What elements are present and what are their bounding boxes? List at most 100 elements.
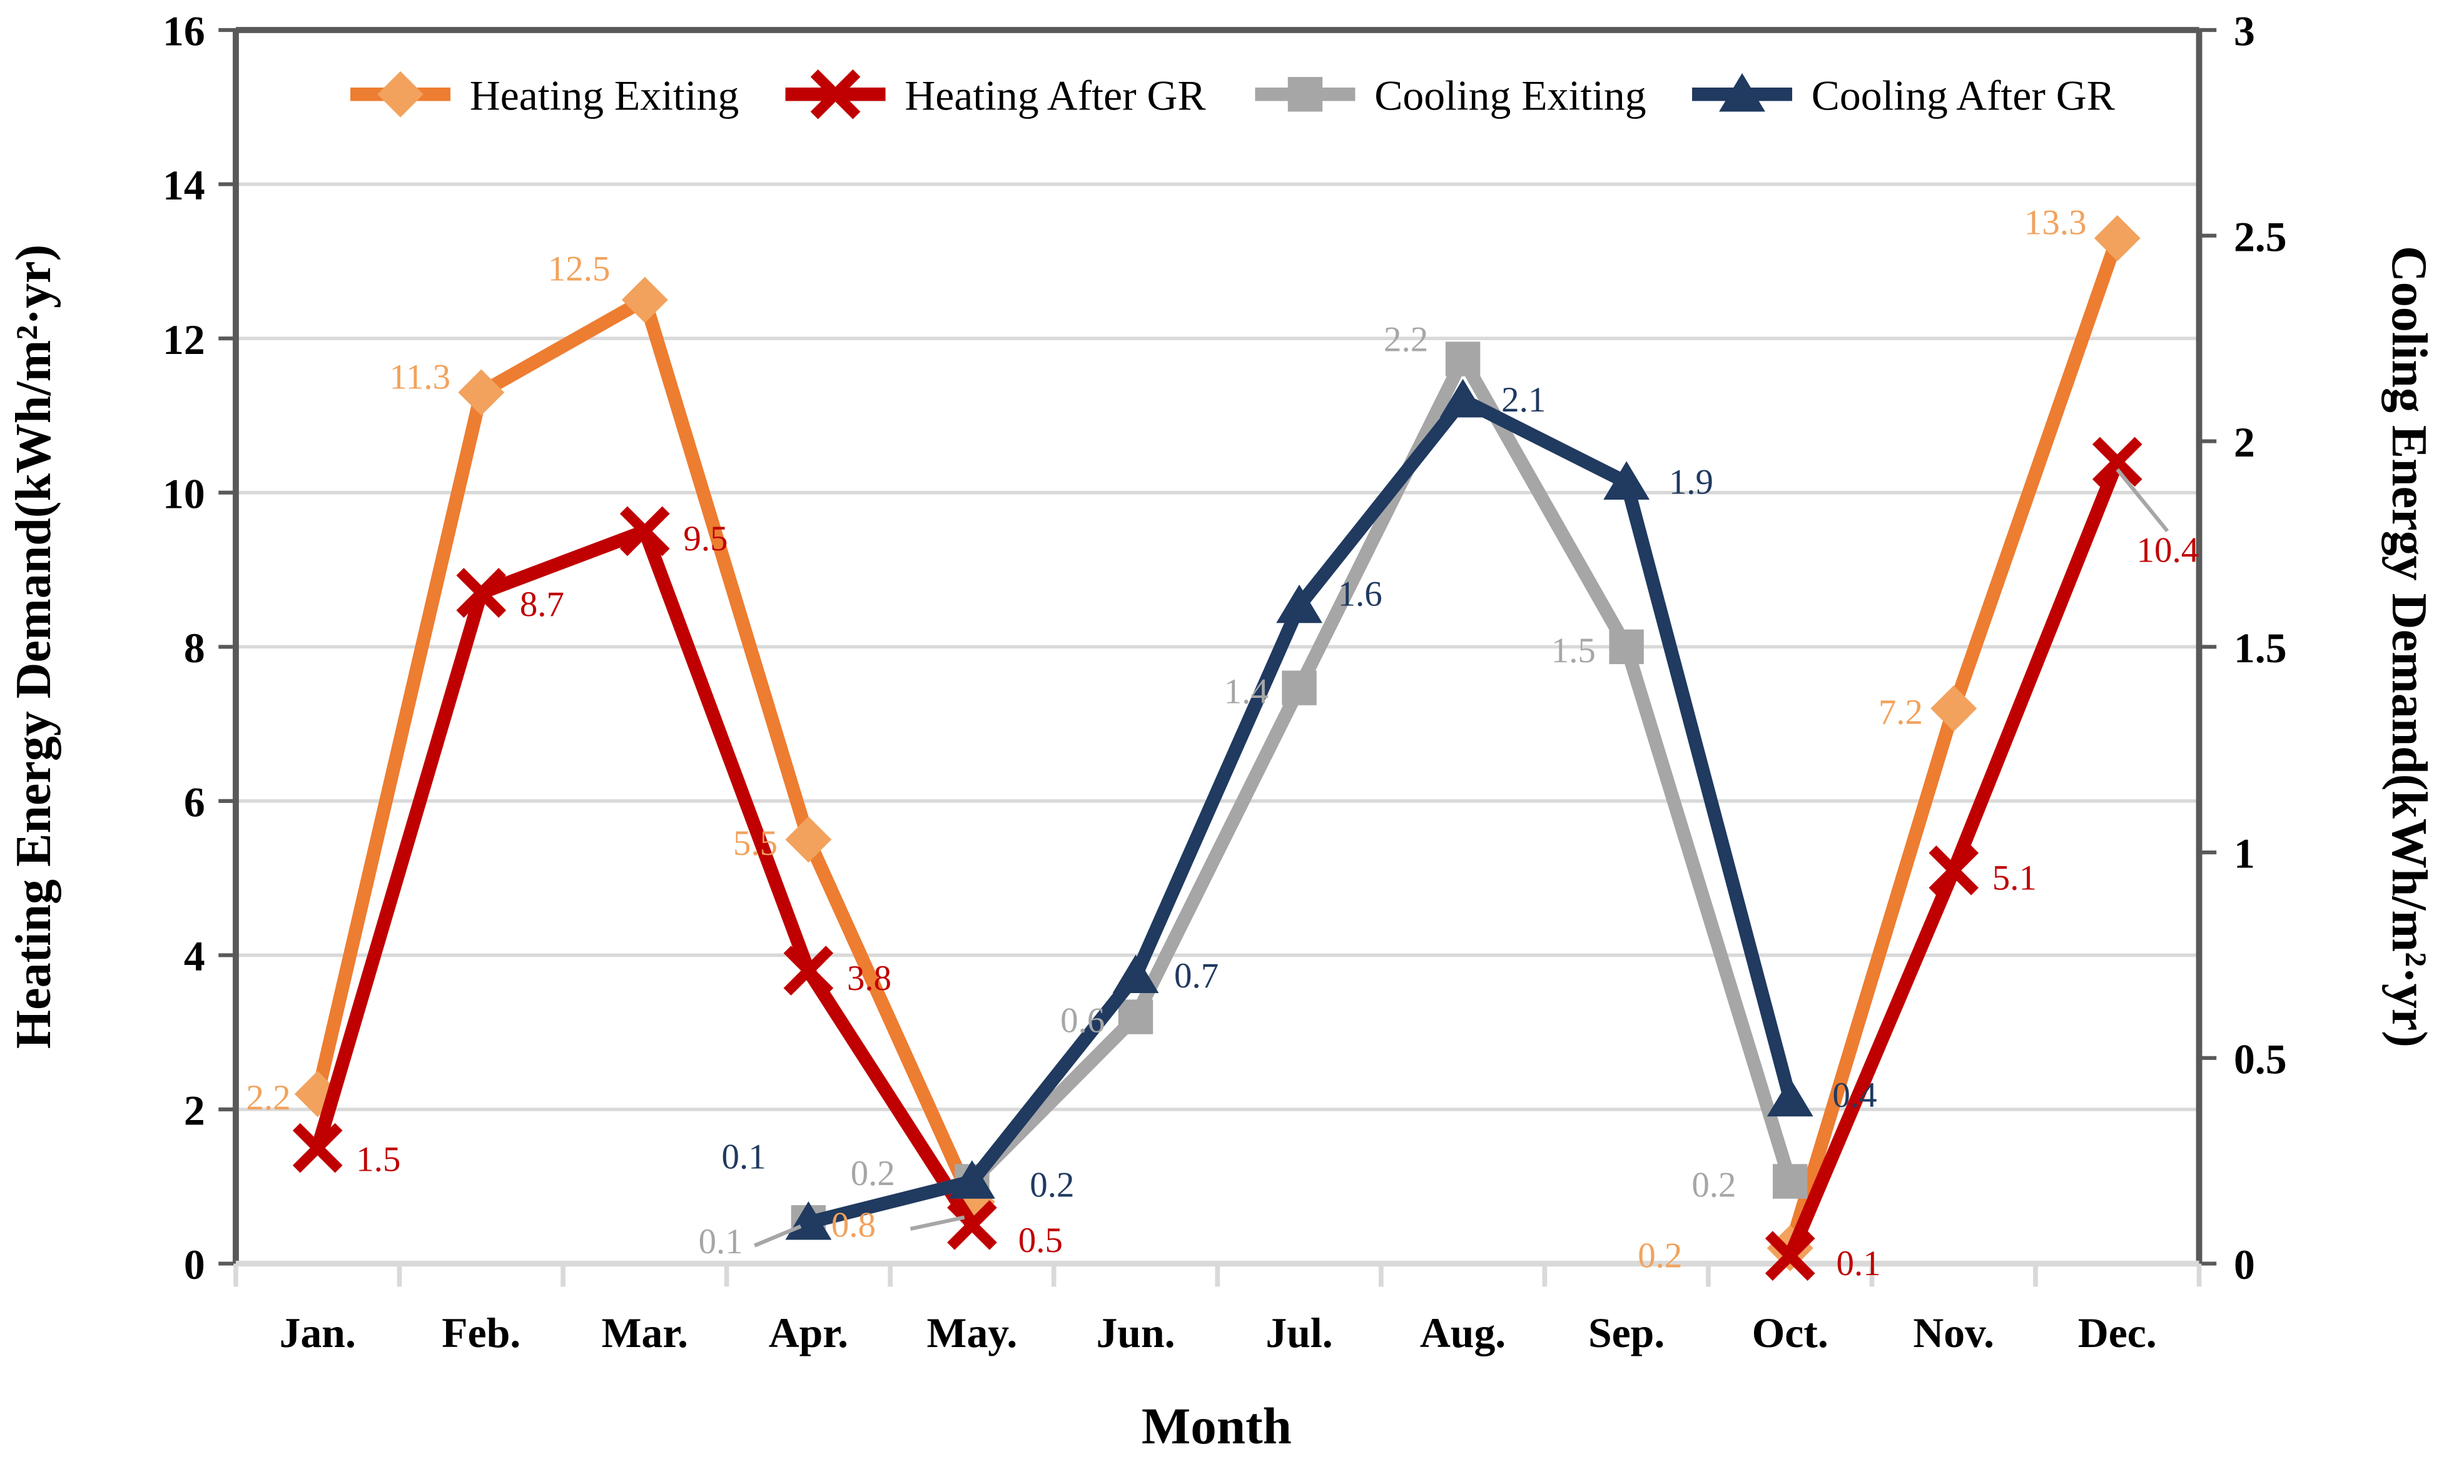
legend-label: Heating After GR [905,72,1206,119]
legend-label: Heating Exiting [470,72,739,119]
right-axis-tick-label: 2.5 [2234,213,2287,260]
legend-item-cooling-exiting: Cooling Exiting [1255,72,1646,119]
legend-item-heating-exiting: Heating Exiting [350,71,739,119]
diamond-marker [2094,215,2141,261]
x-marker [1929,845,1979,896]
tick-labels-layer: 0 2 4 6 8 10 12 14 16 0 0.5 1 1.5 2 2.5 3 Jan. Feb. Mar. Ap… [163,8,2287,1357]
diamond-marker [377,71,424,118]
x-marker [2092,437,2142,487]
right-axis-title: Cooling Energy Demand(kWh/m²·yr) [2381,246,2436,1047]
left-axis-tick-label: 16 [163,8,205,55]
month-tick-label: Jan. [280,1310,356,1356]
square-marker [1287,77,1323,112]
diamond-marker [1930,685,1977,732]
data-label-leader-line [2116,468,2169,533]
square-marker [1445,341,1481,376]
data-label-cooling-after-gr: 0.4 [1832,1076,1877,1115]
triangle-marker [1112,954,1159,994]
diamond-marker [785,816,832,863]
data-label-heating-exiting: 11.3 [390,357,451,396]
data-label-heating-exiting: 0.2 [1638,1236,1682,1276]
month-tick-label: Oct. [1752,1310,1828,1356]
data-label-heating-exiting: 5.5 [733,824,778,863]
month-tick-label: Nov. [1913,1310,1994,1356]
left-axis-title: Heating Energy Demand(kWh/m²·yr) [6,245,61,1049]
month-tick-label: Apr. [769,1310,848,1356]
left-axis-tick-label: 0 [184,1241,205,1288]
data-label-heating-after-gr: 9.5 [683,519,728,558]
series-cooling-after-gr [785,378,1813,1240]
legend-label: Cooling Exiting [1374,72,1646,119]
x-marker [947,1200,997,1250]
data-label-cooling-exiting: 0.6 [1060,1001,1105,1041]
right-axis-tick-label: 1 [2234,830,2255,877]
data-label-cooling-exiting: 2.2 [1384,320,1428,360]
diamond-marker [458,369,505,416]
left-axis-tick-label: 10 [163,470,205,517]
month-tick-label: May. [927,1310,1018,1356]
triangle-marker [1767,1078,1813,1117]
triangle-marker [1603,461,1650,500]
triangle-marker [785,1201,832,1240]
series-cooling-exiting [791,341,1808,1240]
triangle-marker [1719,73,1765,112]
x-marker [783,946,834,996]
leader-lines-layer [754,468,2169,1248]
series-heating-after-gr [292,437,2142,1281]
data-label-cooling-after-gr: 0.7 [1174,956,1219,996]
data-label-heating-exiting: 12.5 [548,250,611,289]
data-label-heating-after-gr: 5.1 [1992,859,2037,898]
data-label-cooling-exiting: 0.2 [1691,1166,1736,1205]
right-axis-tick-label: 2 [2234,419,2255,466]
x-marker [810,69,861,119]
series-line-cooling-after-gr [806,391,1797,1229]
data-label-cooling-after-gr: 0.2 [1030,1166,1074,1205]
month-tick-label: Jun. [1096,1310,1175,1356]
series-line-heating-after-gr [311,522,978,1229]
right-axis-tick-label: 0 [2234,1241,2255,1288]
data-label-heating-exiting: 0.8 [831,1205,876,1244]
legend-label: Cooling After GR [1812,72,2116,119]
square-marker [1118,999,1153,1034]
month-tick-label: Jul. [1265,1310,1332,1356]
square-marker [1609,629,1644,664]
month-tick-label: Sep. [1588,1310,1665,1356]
data-label-heating-after-gr: 8.7 [520,585,564,624]
x-axis-title: Month [1142,1397,1292,1455]
data-label-heating-after-gr: 1.5 [356,1140,400,1179]
right-axis-tick-label: 3 [2234,8,2255,55]
month-tick-label: Aug. [1420,1310,1506,1356]
month-tick-label: Dec. [2078,1310,2157,1356]
data-label-heating-after-gr: 0.1 [1837,1244,1881,1283]
data-label-heating-after-gr: 0.5 [1018,1221,1063,1260]
data-label-cooling-after-gr: 2.1 [1501,380,1546,420]
data-label-leader-line [754,1224,802,1248]
series-line-heating-after-gr [1783,459,2124,1259]
data-labels-layer: 2.2 11.3 12.5 5.5 0.8 0.2 7.2 13.3 1.5 8.7 9.5 3.8 0… [246,203,2199,1283]
data-label-cooling-after-gr: 1.6 [1338,575,1382,614]
triangle-marker [949,1160,995,1199]
square-marker [1282,670,1317,705]
left-axis-tick-label: 14 [163,162,205,209]
triangle-marker [1276,584,1322,623]
x-marker [456,568,507,618]
legend-item-cooling-after-gr: Cooling After GR [1691,72,2116,119]
legend: Heating Exiting Heating After GR Cooling E… [350,69,2116,119]
series-layer [292,215,2142,1281]
left-axis-tick-label: 4 [184,933,205,980]
data-label-heating-after-gr: 3.8 [847,959,891,998]
data-label-cooling-after-gr: 0.1 [722,1138,766,1177]
x-marker [1765,1231,1815,1281]
data-label-heating-after-gr: 10.4 [2137,530,2199,570]
data-label-cooling-exiting: 0.2 [851,1154,895,1193]
data-label-leader-line [910,1215,965,1231]
right-axis-tick-label: 0.5 [2234,1036,2287,1083]
left-axis-tick-label: 8 [184,625,205,672]
month-tick-label: Mar. [602,1310,688,1356]
x-marker [620,506,670,557]
left-axis-tick-label: 12 [163,316,205,363]
left-axis-tick-label: 6 [184,779,205,825]
data-label-cooling-exiting: 1.5 [1551,631,1596,670]
triangle-marker [1439,378,1486,418]
